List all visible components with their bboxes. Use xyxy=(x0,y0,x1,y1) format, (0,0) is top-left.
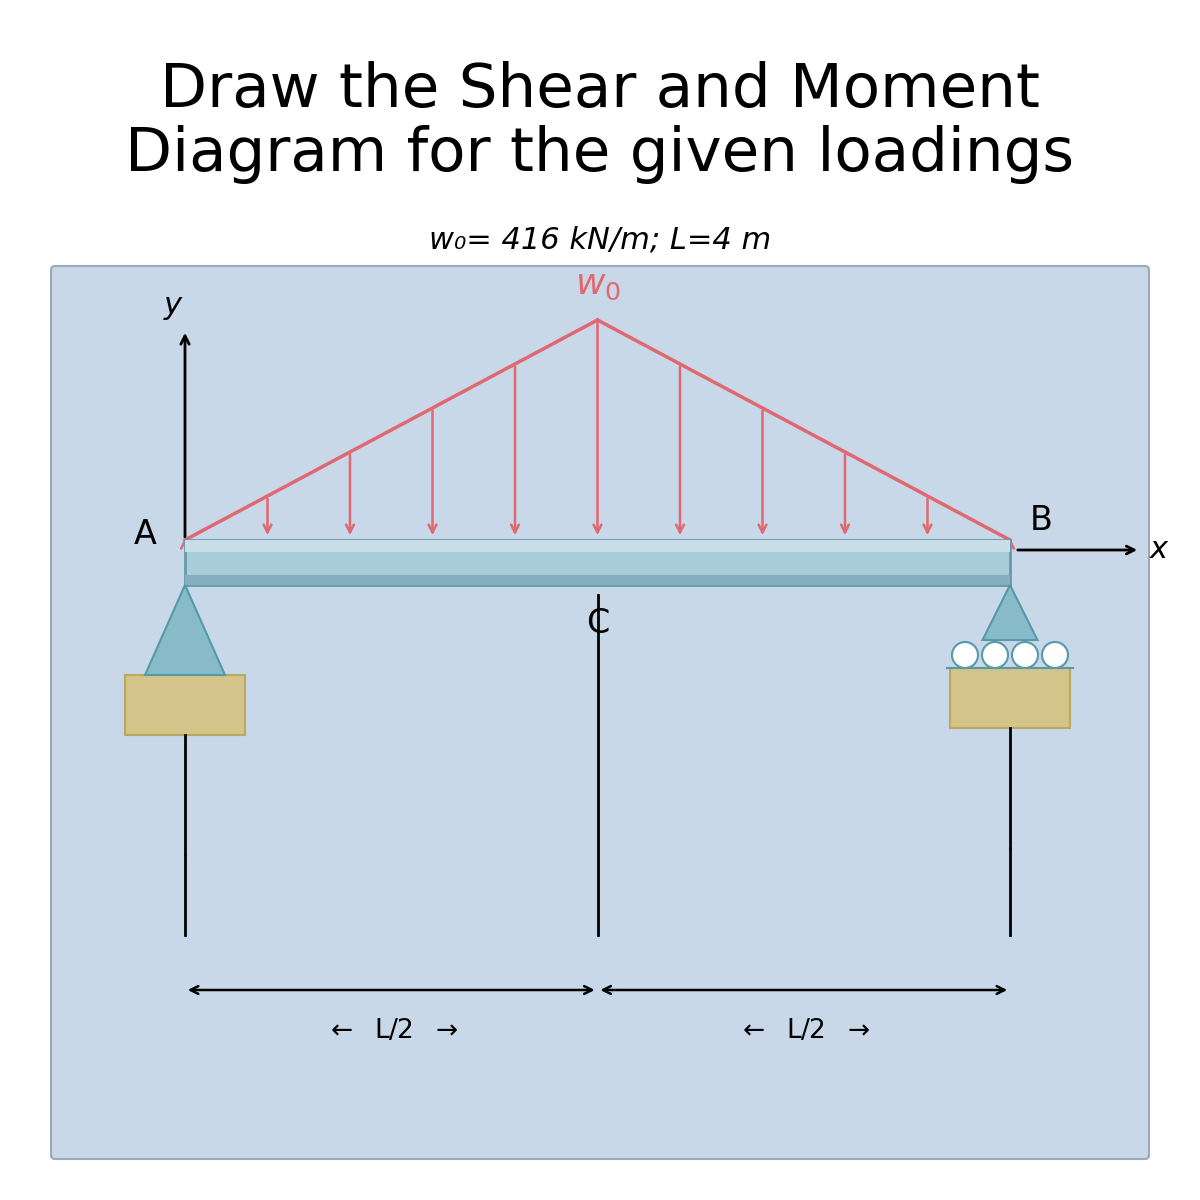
Circle shape xyxy=(1012,642,1038,668)
Bar xyxy=(185,540,1010,552)
Bar xyxy=(950,668,1070,728)
Text: w₀= 416 kN/m; L=4 m: w₀= 416 kN/m; L=4 m xyxy=(428,226,772,254)
Text: A: A xyxy=(134,518,157,552)
Bar xyxy=(185,540,1010,584)
Text: x: x xyxy=(1150,535,1168,564)
Circle shape xyxy=(982,642,1008,668)
Text: $w_0$: $w_0$ xyxy=(575,268,620,302)
Bar xyxy=(185,575,1010,584)
Text: C: C xyxy=(586,607,610,640)
Text: B: B xyxy=(1030,504,1052,536)
Text: y: y xyxy=(164,290,182,320)
Polygon shape xyxy=(983,584,1038,640)
FancyBboxPatch shape xyxy=(50,266,1150,1159)
Text: $\leftarrow$  L/2  $\rightarrow$: $\leftarrow$ L/2 $\rightarrow$ xyxy=(325,1018,458,1044)
Text: Diagram for the given loadings: Diagram for the given loadings xyxy=(126,126,1074,185)
Circle shape xyxy=(1042,642,1068,668)
Bar xyxy=(125,674,245,734)
Text: $\leftarrow$  L/2  $\rightarrow$: $\leftarrow$ L/2 $\rightarrow$ xyxy=(737,1018,870,1044)
Circle shape xyxy=(952,642,978,668)
Text: Draw the Shear and Moment: Draw the Shear and Moment xyxy=(160,60,1040,120)
Polygon shape xyxy=(145,584,226,674)
